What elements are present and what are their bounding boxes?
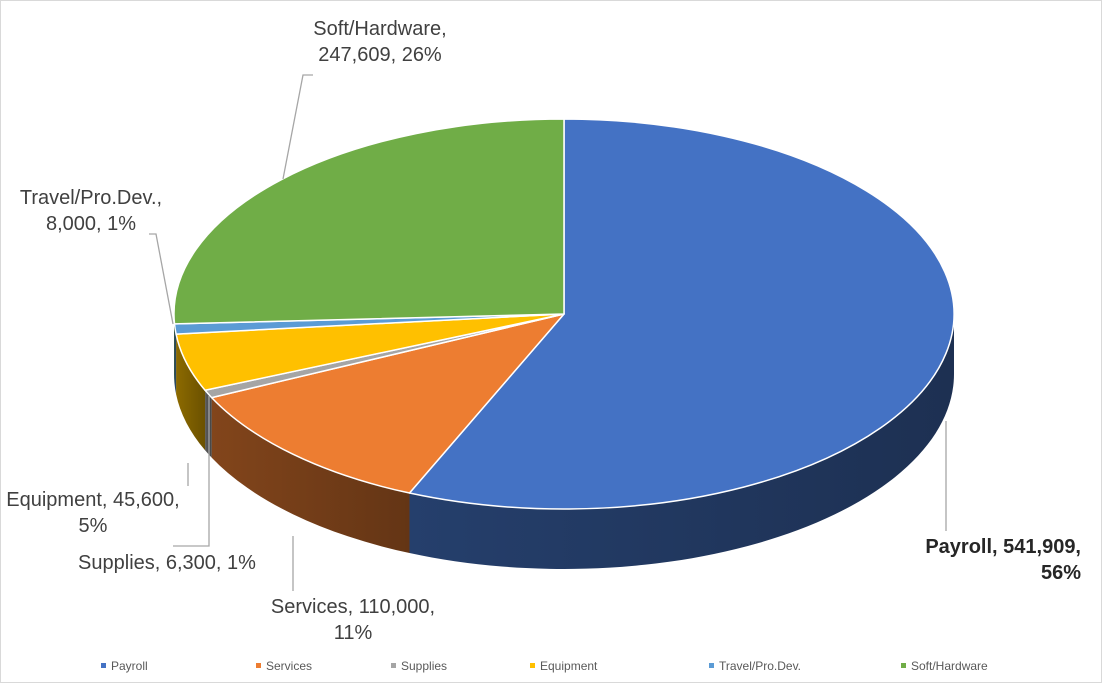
data-label-travel-pro-dev-line-1: Travel/Pro.Dev., [20, 187, 162, 209]
slice-side-equipment [176, 334, 206, 451]
legend-label-services: Services [266, 659, 312, 673]
data-label-soft-hardware-line-2: 247,609, 26% [318, 44, 442, 66]
legend-item-equipment: Equipment [530, 659, 598, 673]
slice-side-travel-pro-dev [174, 323, 177, 395]
slice-services [210, 313, 565, 494]
legend-label-equipment: Equipment [540, 659, 598, 673]
leader-line-soft-hardware [282, 74, 313, 180]
legend: Payroll Services Supplies Equipment Travel/P… [101, 659, 988, 673]
data-label-payroll-line-1: Payroll, 541,909, [925, 536, 1081, 558]
legend-item-payroll: Payroll [101, 659, 148, 673]
legend-swatch-travel-pro-dev [709, 663, 714, 668]
legend-label-soft-hardware: Soft/Hardware [911, 659, 988, 673]
slice-side-payroll [409, 314, 955, 570]
legend-swatch-payroll [101, 663, 106, 668]
slice-payroll [408, 118, 955, 510]
slice-side-soft-hardware [174, 314, 175, 384]
data-label-equipment-line-2: 5% [79, 515, 108, 537]
legend-swatch-supplies [391, 663, 396, 668]
data-label-equipment-line-1: Equipment, 45,600, [6, 489, 179, 511]
legend-swatch-services [256, 663, 261, 668]
legend-swatch-equipment [530, 663, 535, 668]
data-label-services-line-1: Services, 110,000, [271, 596, 435, 618]
legend-label-supplies: Supplies [401, 659, 447, 673]
leader-line-travel-pro-dev [149, 233, 174, 325]
leader-line-supplies [173, 396, 210, 547]
legend-label-travel-pro-dev: Travel/Pro.Dev. [719, 659, 801, 673]
legend-label-payroll: Payroll [111, 659, 148, 673]
legend-swatch-soft-hardware [901, 663, 906, 668]
data-label-services-line-2: 11% [334, 622, 373, 644]
data-label-supplies-line-1: Supplies, 6,300, 1% [78, 552, 256, 574]
legend-item-travel-pro-dev: Travel/Pro.Dev. [709, 659, 801, 673]
data-label-soft-hardware-line-1: Soft/Hardware, [313, 18, 446, 40]
slice-side-services [211, 397, 410, 554]
data-label-travel-pro-dev-line-2: 8,000, 1% [46, 213, 136, 235]
data-label-payroll-line-2: 56% [1041, 562, 1081, 584]
legend-item-soft-hardware: Soft/Hardware [901, 659, 988, 673]
legend-item-supplies: Supplies [391, 659, 447, 673]
slice-soft-hardware [173, 118, 565, 325]
legend-item-services: Services [256, 659, 312, 673]
